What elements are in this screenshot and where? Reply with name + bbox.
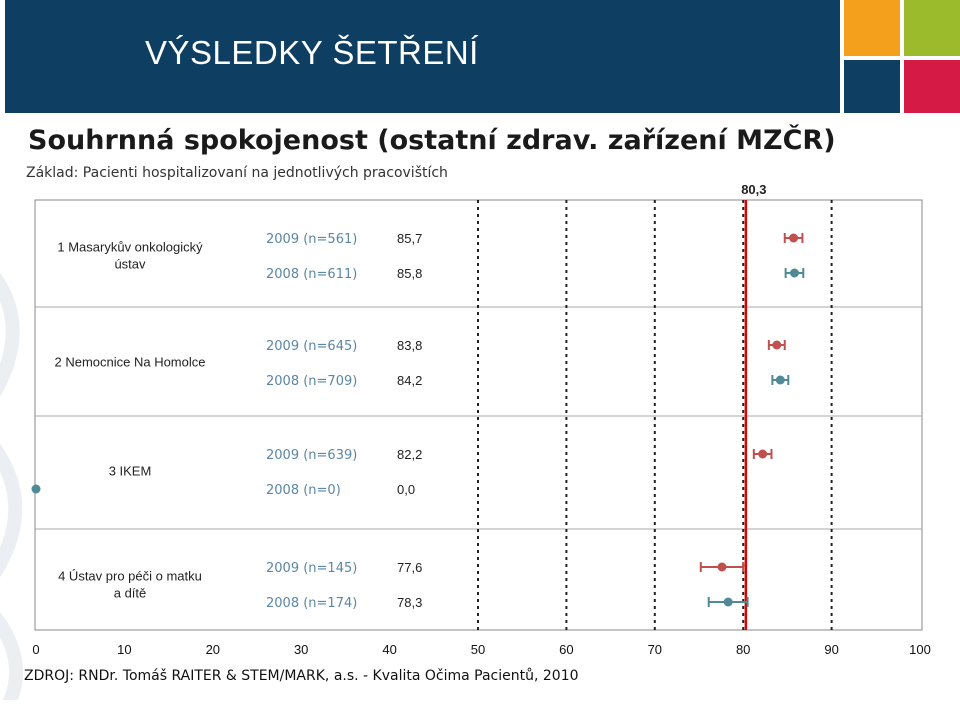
x-tick-label: 0 xyxy=(32,642,39,657)
data-point xyxy=(31,484,41,494)
source-note: ZDROJ: RNDr. Tomáš RAITER & STEM/MARK, a… xyxy=(24,668,579,684)
data-point xyxy=(772,340,782,350)
row-value-label: 84,2 xyxy=(397,373,422,388)
x-tick-label: 20 xyxy=(206,642,220,657)
header-title: VÝSLEDKY ŠETŘENÍ xyxy=(145,34,479,71)
watermark-decoration xyxy=(0,272,23,700)
x-tick-label: 70 xyxy=(648,642,662,657)
reference-label: 80,3 xyxy=(741,182,766,197)
chart-subtitle: Základ: Pacienti hospitalizovaní na jedn… xyxy=(26,165,448,181)
row-year-label: 2009 (n=561) xyxy=(266,232,357,247)
header-bar xyxy=(5,0,840,113)
row-value-label: 83,8 xyxy=(397,338,422,353)
group-label: 4 Ústav pro péči o matku xyxy=(58,569,202,584)
row-year-label: 2008 (n=709) xyxy=(266,374,357,389)
x-tick-label: 50 xyxy=(471,642,485,657)
row-value-label: 77,6 xyxy=(397,560,422,575)
data-point xyxy=(758,449,768,459)
row-year-label: 2009 (n=145) xyxy=(266,561,357,576)
accent-square-red xyxy=(904,60,960,113)
row-value-label: 85,7 xyxy=(397,231,422,246)
accent-square-navy xyxy=(844,60,900,113)
row-value-label: 78,3 xyxy=(397,595,422,610)
x-tick-label: 60 xyxy=(559,642,573,657)
x-tick-label: 10 xyxy=(117,642,131,657)
x-tick-label: 90 xyxy=(824,642,838,657)
data-point xyxy=(789,233,799,243)
row-year-label: 2008 (n=0) xyxy=(266,483,341,498)
row-year-label: 2008 (n=174) xyxy=(266,596,357,611)
data-point xyxy=(775,375,785,385)
row-value-label: 82,2 xyxy=(397,447,422,462)
accent-square-orange xyxy=(844,0,900,56)
data-point xyxy=(723,597,733,607)
data-point xyxy=(717,562,727,572)
group-label: a dítě xyxy=(114,586,147,601)
group-label: 3 IKEM xyxy=(109,464,152,479)
group-label: 2 Nemocnice Na Homolce xyxy=(54,355,205,370)
group-label: 1 Masarykův onkologický xyxy=(57,240,203,255)
chart-title: Souhrnná spokojenost (ostatní zdrav. zař… xyxy=(28,125,836,156)
x-tick-label: 80 xyxy=(736,642,750,657)
row-year-label: 2009 (n=645) xyxy=(266,339,357,354)
x-tick-label: 100 xyxy=(909,642,931,657)
row-year-label: 2009 (n=639) xyxy=(266,448,357,463)
accent-square-green xyxy=(904,0,960,56)
x-tick-label: 40 xyxy=(382,642,396,657)
row-year-label: 2008 (n=611) xyxy=(266,267,357,282)
row-value-label: 85,8 xyxy=(397,266,422,281)
data-point xyxy=(789,268,799,278)
group-label: ústav xyxy=(114,257,146,272)
x-tick-label: 30 xyxy=(294,642,308,657)
row-value-label: 0,0 xyxy=(397,482,415,497)
